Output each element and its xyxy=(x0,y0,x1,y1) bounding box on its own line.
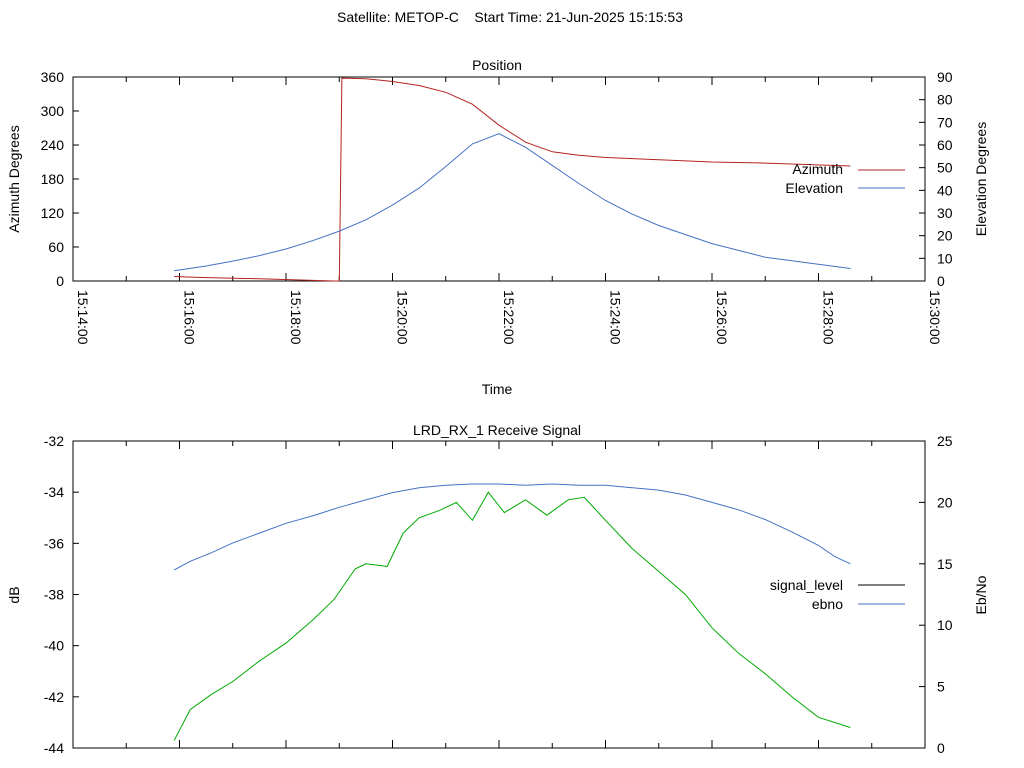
series-line-azimuth xyxy=(174,77,851,282)
y2-tick-label: 90 xyxy=(937,69,953,85)
position-legend: Azimuth Elevation xyxy=(785,161,905,196)
position-chart-title: Position xyxy=(472,57,522,73)
position-chart: Position 0 60 120 180 240 300 360 0 10 20 30 40 50 6… xyxy=(6,57,989,397)
legend-ebno-label: ebno xyxy=(812,596,843,612)
y2-tick-label: 80 xyxy=(937,92,953,108)
y2-tick-label: 10 xyxy=(937,617,953,633)
y-tick-label: 180 xyxy=(41,171,65,187)
azimuth-axis: 0 60 120 180 240 300 360 xyxy=(41,69,79,289)
y-tick-label: 360 xyxy=(41,69,65,85)
series-line-ebno xyxy=(173,483,851,571)
signal-legend: signal_level ebno xyxy=(770,577,905,612)
x-tick-label: 15:16:00 xyxy=(182,290,198,345)
y2-tick-label: 60 xyxy=(937,137,953,153)
y2-tick-label: 30 xyxy=(937,205,953,221)
page-title: Satellite: METOP-C Start Time: 21-Jun-20… xyxy=(337,9,683,25)
azimuth-axis-label: Azimuth Degrees xyxy=(6,125,22,232)
legend-signal-level-label: signal_level xyxy=(770,577,843,593)
position-series xyxy=(174,77,851,282)
ebno-axis-label: Eb/No xyxy=(973,575,989,614)
y2-tick-label: 15 xyxy=(937,556,953,572)
x-tick-label: 15:24:00 xyxy=(608,290,624,345)
y2-tick-label: 0 xyxy=(937,273,945,289)
y-tick-label: 60 xyxy=(48,239,64,255)
x-tick-label: 15:20:00 xyxy=(395,290,411,345)
db-axis-label: dB xyxy=(6,586,22,603)
y-tick-label: 240 xyxy=(41,137,65,153)
y-tick-label: -38 xyxy=(44,587,64,603)
time-axis-label: Time xyxy=(482,381,513,397)
y-tick-label: -32 xyxy=(44,433,64,449)
ebno-axis: 0 5 10 15 20 25 xyxy=(919,433,953,756)
y-tick-label: -34 xyxy=(44,484,64,500)
y2-tick-label: 5 xyxy=(937,679,945,695)
db-axis: -44 -42 -40 -38 -36 -34 -32 xyxy=(44,433,79,756)
position-plot-frame xyxy=(72,76,926,282)
y2-tick-label: 20 xyxy=(937,494,953,510)
series-line-elevation xyxy=(174,133,851,272)
elevation-axis: 0 10 20 30 40 50 60 70 80 90 xyxy=(919,69,953,289)
x-tick-label: 15:14:00 xyxy=(75,290,91,345)
receive-signal-chart: LRD_RX_1 Receive Signal -44-42-40-38-36-… xyxy=(6,422,989,756)
x-tick-label: 15:22:00 xyxy=(501,290,517,345)
series-line-signal-level xyxy=(173,491,851,741)
y-tick-label: 120 xyxy=(41,205,65,221)
x-tick-label: 15:28:00 xyxy=(821,290,837,345)
x-tick-label: 15:30:00 xyxy=(927,290,943,345)
y2-tick-label: 50 xyxy=(937,160,953,176)
y-tick-label: -44 xyxy=(44,740,64,756)
signal-series xyxy=(173,483,851,741)
x-tick-label: 15:26:00 xyxy=(714,290,730,345)
y-tick-label: -40 xyxy=(44,638,64,654)
y-tick-label: 300 xyxy=(41,103,65,119)
elevation-axis-label: Elevation Degrees xyxy=(973,122,989,236)
receive-signal-chart-title: LRD_RX_1 Receive Signal xyxy=(413,422,581,438)
y2-tick-label: 20 xyxy=(937,228,953,244)
y2-tick-label: 0 xyxy=(937,740,945,756)
y2-tick-label: 10 xyxy=(937,250,953,266)
y2-tick-label: 40 xyxy=(937,182,953,198)
y-tick-label: 0 xyxy=(56,273,64,289)
y2-tick-label: 25 xyxy=(937,433,953,449)
legend-azimuth-label: Azimuth xyxy=(792,161,843,177)
time-axis: 15:14:00 15:16:00 15:18:00 15:20:00 15:22:00… xyxy=(72,77,943,345)
signal-time-ticks xyxy=(72,441,926,748)
x-tick-label: 15:18:00 xyxy=(288,290,304,345)
legend-elevation-label: Elevation xyxy=(785,180,843,196)
y-tick-label: -42 xyxy=(44,689,64,705)
y2-tick-label: 70 xyxy=(937,114,953,130)
y-tick-label: -36 xyxy=(44,535,64,551)
